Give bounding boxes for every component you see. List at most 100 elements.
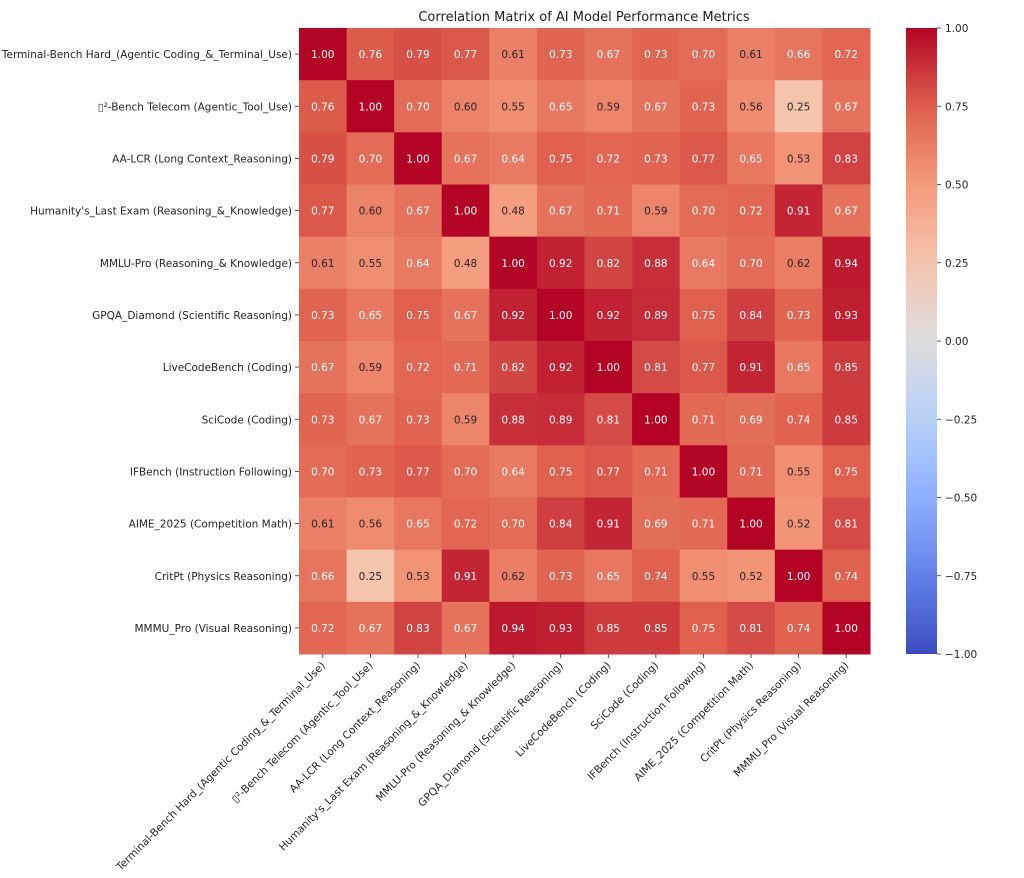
heatmap-cell xyxy=(632,236,681,290)
heatmap-cell xyxy=(536,393,585,446)
heatmap-cell xyxy=(632,28,681,81)
cell-value-label: 0.81 xyxy=(644,362,667,374)
cell-value-label: 0.73 xyxy=(311,414,334,426)
heatmap-cell xyxy=(394,497,443,551)
heatmap-cell xyxy=(489,497,538,551)
colorbar-tick-label: 0.75 xyxy=(945,101,968,113)
cell-value-label: 1.00 xyxy=(359,101,382,113)
cell-value-label: 0.75 xyxy=(406,310,429,322)
cell-value-label: 1.00 xyxy=(787,571,810,583)
y-tick-label: SciCode (Coding) xyxy=(202,414,292,426)
cell-value-label: 0.52 xyxy=(739,571,762,583)
heatmap-cell xyxy=(299,132,348,185)
heatmap-cell xyxy=(441,132,490,185)
heatmap-cell xyxy=(727,393,776,446)
cell-value-label: 0.77 xyxy=(692,362,715,374)
cell-value-label: 0.69 xyxy=(739,414,762,426)
colorbar-tick-label: −0.25 xyxy=(945,414,977,426)
heatmap-cell xyxy=(822,393,871,446)
heatmap-cell xyxy=(346,341,395,394)
x-tick-labels: Terminal-Bench Hard_(Agentic Coding_&_Te… xyxy=(114,654,851,874)
heatmap-cell xyxy=(774,28,823,81)
heatmap-cell xyxy=(774,445,823,498)
cell-value-label: 0.67 xyxy=(311,362,334,374)
cell-value-label: 0.91 xyxy=(787,206,810,218)
heatmap-cell xyxy=(727,341,776,394)
heatmap-cell xyxy=(346,80,395,133)
heatmap-cell xyxy=(632,184,681,238)
cell-value-label: 0.77 xyxy=(406,466,429,478)
y-tick-label: LiveCodeBench (Coding) xyxy=(163,362,292,374)
colorbar-tick-label: −1.00 xyxy=(945,649,977,661)
heatmap-cell xyxy=(536,28,585,81)
heatmap-cell xyxy=(584,28,633,81)
heatmap-cell xyxy=(822,497,871,551)
heatmap-cell xyxy=(536,288,585,342)
heatmap-cell xyxy=(394,28,443,81)
heatmap-cell xyxy=(489,28,538,81)
cell-value-label: 0.59 xyxy=(597,101,620,113)
cell-value-label: 0.72 xyxy=(406,362,429,374)
heatmap-cell xyxy=(822,549,871,603)
heatmap-cell xyxy=(584,601,633,655)
heatmap-cell xyxy=(727,236,776,290)
heatmap-cell xyxy=(822,288,871,342)
cell-value-label: 0.73 xyxy=(359,466,382,478)
cell-value-label: 0.65 xyxy=(359,310,382,322)
cell-value-label: 0.82 xyxy=(597,258,620,270)
heatmap-cell xyxy=(679,393,728,446)
heatmap-cell xyxy=(394,184,443,238)
heatmap-cell xyxy=(346,288,395,342)
heatmap-cell xyxy=(299,236,348,290)
heatmap-cell xyxy=(394,341,443,394)
heatmap-cell xyxy=(441,341,490,394)
cell-value-label: 0.89 xyxy=(644,310,667,322)
heatmap-cell xyxy=(441,601,490,655)
cell-value-label: 0.84 xyxy=(739,310,763,322)
heatmap-cell xyxy=(584,288,633,342)
cell-value-label: 0.55 xyxy=(787,466,810,478)
cell-value-label: 1.00 xyxy=(692,466,715,478)
cell-value-label: 0.55 xyxy=(359,258,382,270)
cell-value-label: 0.56 xyxy=(359,519,383,531)
cell-value-label: 0.93 xyxy=(835,310,858,322)
colorbar-tick-label: −0.50 xyxy=(945,493,977,505)
heatmap-cell xyxy=(727,184,776,238)
cell-value-label: 0.72 xyxy=(311,623,334,635)
heatmap-cell xyxy=(584,497,633,551)
cell-value-label: 0.67 xyxy=(406,206,429,218)
cell-value-label: 0.70 xyxy=(359,153,382,165)
y-tick-label: AIME_2025 (Competition Math) xyxy=(129,519,292,531)
heatmap-cell xyxy=(441,393,490,446)
cell-value-label: 0.81 xyxy=(597,414,620,426)
heatmap-cell xyxy=(727,28,776,81)
cell-value-label: 0.70 xyxy=(406,101,429,113)
cell-value-label: 0.67 xyxy=(359,623,382,635)
heatmap-cell xyxy=(822,80,871,133)
x-tick-label: CritPt (Physics Reasoning) xyxy=(698,660,804,766)
heatmap-cell xyxy=(632,132,681,185)
heatmap-cell xyxy=(774,80,823,133)
heatmap-cell xyxy=(394,236,443,290)
heatmap-cell xyxy=(774,549,823,603)
cell-value-label: 0.70 xyxy=(454,466,477,478)
heatmap-cell xyxy=(441,28,490,81)
cell-value-label: 1.00 xyxy=(454,206,477,218)
cell-value-label: 0.74 xyxy=(787,414,811,426)
heatmap-cell xyxy=(299,288,348,342)
heatmap-cell xyxy=(299,184,348,238)
cell-value-label: 0.75 xyxy=(835,466,858,478)
cell-value-label: 0.55 xyxy=(501,101,524,113)
cell-value-label: 1.00 xyxy=(597,362,620,374)
colorbar-tick-label: −0.75 xyxy=(945,571,977,583)
cell-value-label: 0.81 xyxy=(835,519,858,531)
cell-value-label: 0.83 xyxy=(406,623,429,635)
cell-value-label: 0.92 xyxy=(597,310,620,322)
cell-value-label: 0.81 xyxy=(739,623,762,635)
heatmap-cell xyxy=(441,445,490,498)
colorbar-tick-label: 0.50 xyxy=(945,180,968,192)
heatmap-cell xyxy=(679,236,728,290)
cell-value-label: 0.75 xyxy=(549,466,572,478)
heatmap-cell xyxy=(536,601,585,655)
